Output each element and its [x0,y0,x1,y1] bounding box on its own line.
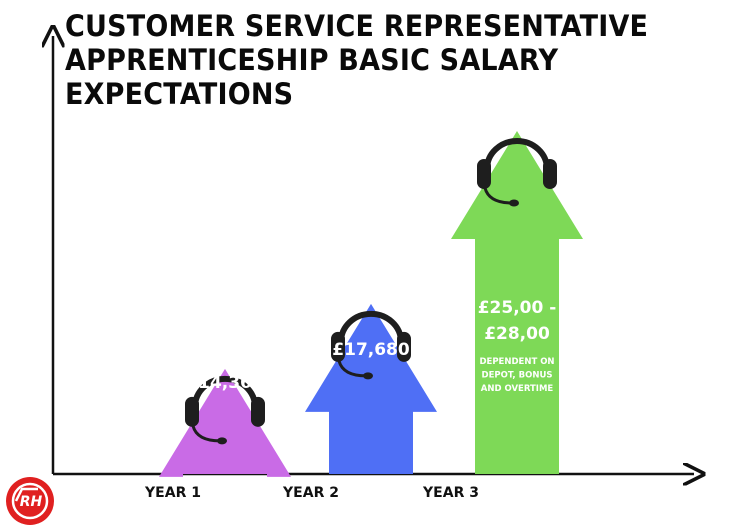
headset-icon [185,375,265,445]
chart-title-line-2: APPRENTICESHIP BASIC SALARY [65,44,559,78]
headset-mic-arm [191,425,221,443]
headset-ear-right [543,159,557,189]
chart-title-line-1: CUSTOMER SERVICE REPRESENTATIVE [65,10,649,44]
rh-logo-icon: RH [6,477,54,525]
category-label-year-1: YEAR 1 [144,485,201,501]
headset-mic-arm [337,360,367,378]
headset-ear-left [185,396,199,427]
bars-group: £14,365 YEAR 1 £17,680 YEAR 2 £25,00 - £28,00… [144,131,583,501]
category-label-year-2: YEAR 2 [282,485,339,501]
value-label-year-2: £17,680 [332,340,410,360]
headset-mic-arm [483,187,513,205]
note-line-year-3: DEPENDENT ON [479,357,554,367]
headset-ear-left [331,331,345,362]
headset-band [338,310,404,345]
headset-mic [509,199,519,207]
value-label-year-1: £14,365 [186,373,263,393]
bar-year-2 [305,303,437,474]
headset-mic [217,437,227,445]
note-line-year-3: DEPOT, BONUS [482,371,553,381]
chart-title-line-3: EXPECTATIONS [65,78,294,112]
headset-ear-left [477,159,491,189]
value-label-year-3: £25,00 - [478,298,557,318]
headset-mic [363,372,373,380]
headset-ear-right [397,331,411,362]
category-label-year-3: YEAR 3 [422,485,479,501]
value-label-year-3: £28,00 [484,324,550,344]
note-line-year-3: AND OVERTIME [481,384,554,394]
headset-icon [331,310,411,380]
headset-band [192,375,258,410]
bar-year-3 [451,131,583,474]
headset-ear-right [251,396,265,427]
bar-year-1 [159,368,291,477]
headset-icon [477,138,557,207]
logo-text: RH [20,494,43,510]
headset-band [484,138,550,172]
